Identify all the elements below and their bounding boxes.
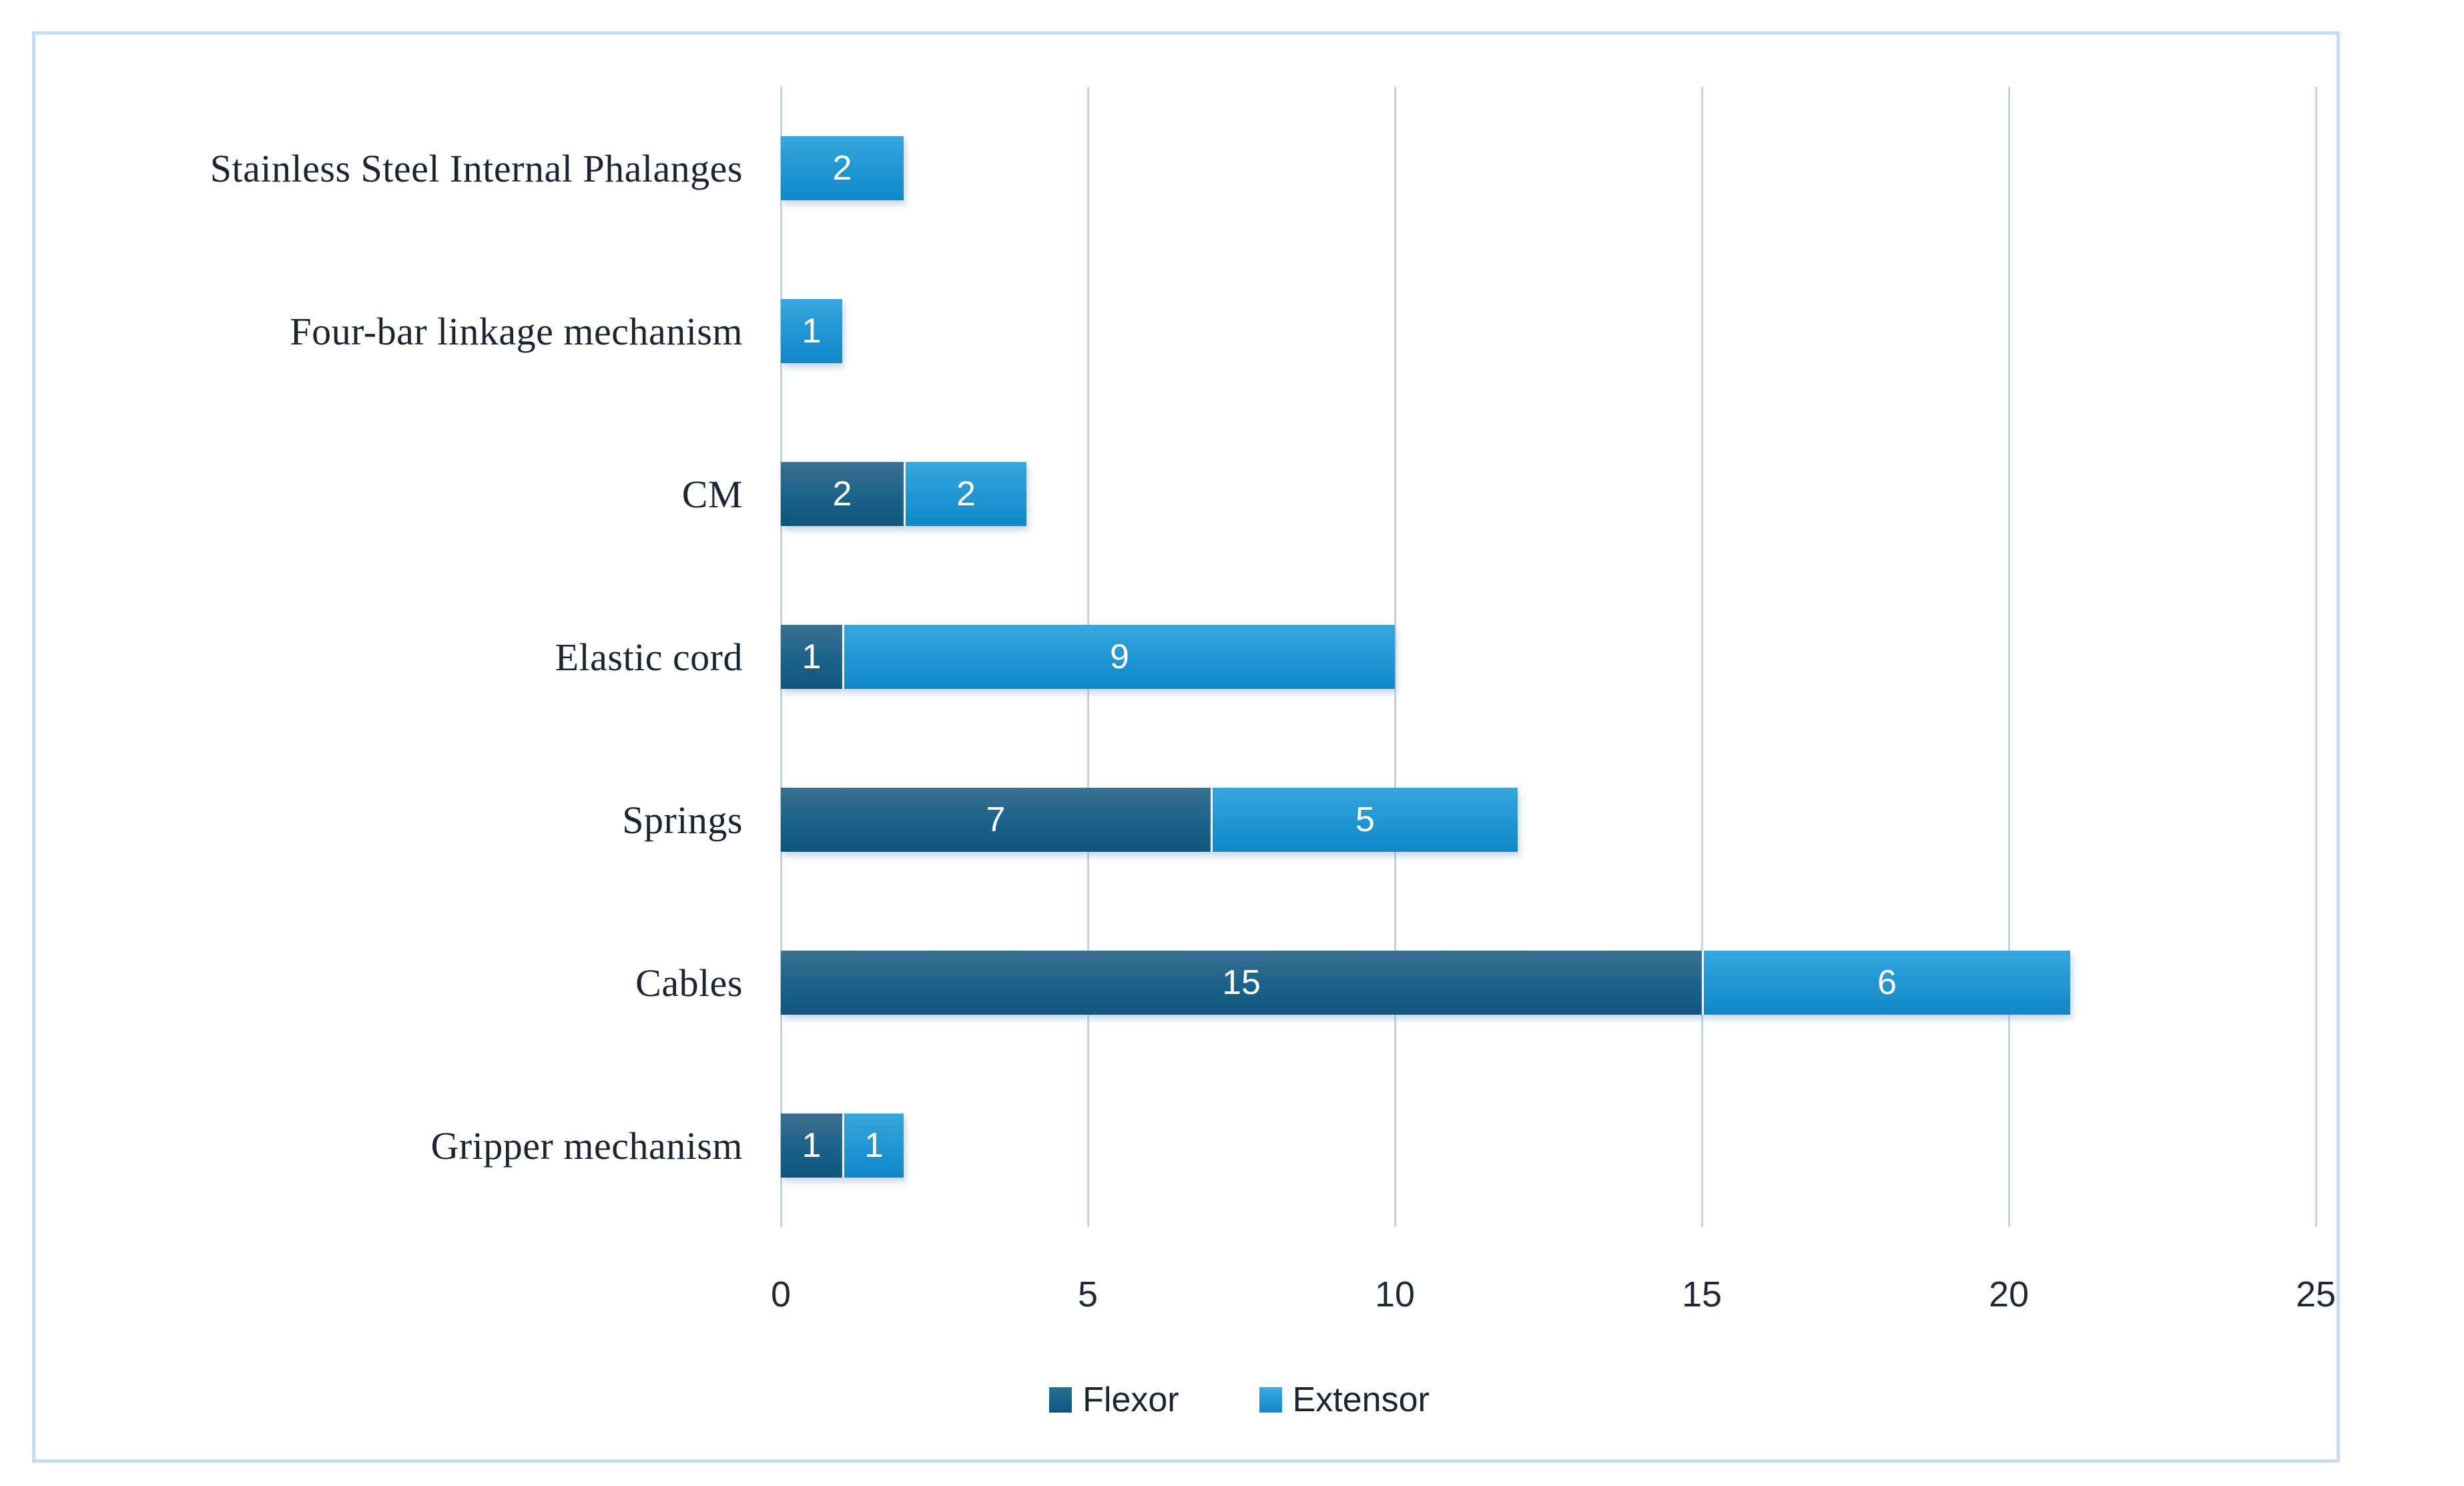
category-label: Stainless Steel Internal Phalanges — [210, 146, 743, 190]
bar-segment-flexor: 2 — [781, 462, 904, 526]
flexor-swatch-icon — [1049, 1387, 1072, 1413]
chart-frame: Stainless Steel Internal Phalanges 2 Four-… — [32, 31, 2340, 1463]
data-label: 2 — [832, 149, 852, 188]
bar-row: Cables 15 6 — [35, 901, 2337, 1064]
bar-segment-flexor: 7 — [781, 788, 1211, 852]
bar-group: 2 — [781, 136, 904, 200]
category-label: Four-bar linkage mechanism — [290, 309, 743, 353]
bar-row: Stainless Steel Internal Phalanges 2 — [35, 87, 2337, 250]
legend-label-flexor: Flexor — [1083, 1381, 1179, 1419]
x-axis-tick-label: 15 — [1681, 1274, 1723, 1314]
bar-segment-flexor: 1 — [781, 1113, 842, 1178]
data-label: 1 — [802, 312, 822, 350]
bar-group: 15 6 — [781, 951, 2070, 1015]
x-axis-tick-label: 5 — [1077, 1274, 1099, 1314]
data-label: 15 — [1222, 963, 1261, 1002]
bar-segment-extensor: 5 — [1211, 788, 1518, 852]
bar-segment-extensor: 1 — [781, 299, 842, 363]
gridline — [1701, 87, 1703, 1227]
x-axis-tick-label: 20 — [1988, 1274, 2030, 1314]
bar-segment-extensor: 2 — [781, 136, 904, 200]
bar-segment-extensor: 9 — [842, 625, 1395, 689]
bar-row: Gripper mechanism 1 1 — [35, 1064, 2337, 1227]
x-axis-tick-label: 0 — [770, 1274, 792, 1314]
gridline — [1394, 87, 1396, 1227]
gridline — [2008, 87, 2010, 1227]
bar-segment-extensor: 6 — [1702, 951, 2070, 1015]
data-label: 9 — [1110, 638, 1129, 676]
data-label: 7 — [986, 800, 1006, 839]
bar-segment-flexor: 1 — [781, 625, 842, 689]
category-label: Cables — [635, 961, 743, 1005]
data-label: 5 — [1355, 800, 1375, 839]
legend-label-extensor: Extensor — [1292, 1381, 1430, 1419]
data-label: 1 — [802, 638, 822, 676]
legend-item-flexor: Flexor — [1049, 1380, 1179, 1420]
bar-row: CM 2 2 — [35, 413, 2337, 575]
data-label: 2 — [956, 475, 976, 513]
category-label: Springs — [622, 798, 743, 842]
bar-segment-extensor: 1 — [842, 1113, 904, 1178]
bar-segment-flexor: 15 — [781, 951, 1702, 1015]
bar-group: 1 — [781, 299, 842, 363]
data-label: 1 — [802, 1126, 822, 1165]
data-label: 6 — [1877, 963, 1897, 1002]
gridline — [2315, 87, 2317, 1227]
x-axis-tick-label: 10 — [1374, 1274, 1416, 1314]
bar-row: Elastic cord 1 9 — [35, 575, 2337, 738]
bar-row: Springs 7 5 — [35, 738, 2337, 901]
x-axis-tick-label: 25 — [2295, 1274, 2337, 1314]
category-label: CM — [681, 472, 743, 516]
extensor-swatch-icon — [1259, 1387, 1282, 1413]
category-label: Gripper mechanism — [430, 1124, 743, 1168]
data-label: 1 — [864, 1126, 884, 1165]
bar-row: Four-bar linkage mechanism 1 — [35, 250, 2337, 413]
category-label: Elastic cord — [555, 635, 743, 679]
bar-segment-extensor: 2 — [904, 462, 1026, 526]
chart-legend: Flexor Extensor — [89, 1380, 2390, 1420]
legend-item-extensor: Extensor — [1259, 1380, 1430, 1420]
data-label: 2 — [832, 475, 852, 513]
